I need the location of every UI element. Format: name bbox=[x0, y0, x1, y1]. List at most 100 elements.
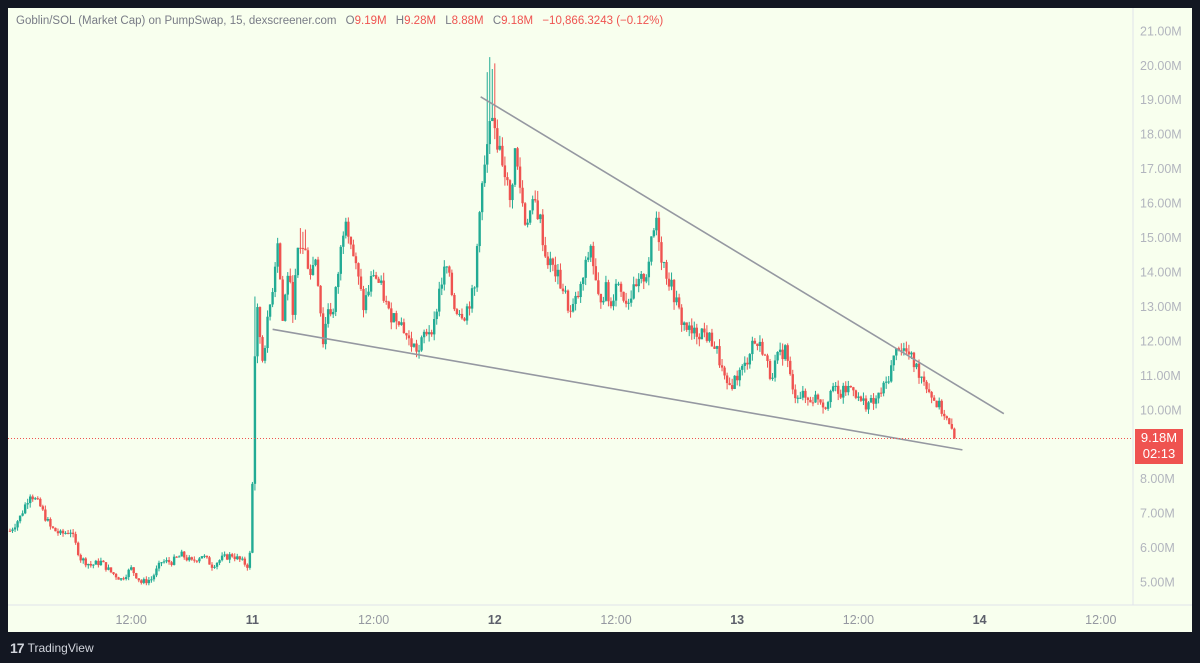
y-tick-label: 12.00M bbox=[1140, 334, 1182, 348]
candle-body bbox=[210, 564, 214, 568]
candle-body bbox=[607, 282, 610, 302]
candle-body bbox=[92, 564, 95, 566]
candle-body bbox=[316, 259, 320, 286]
candle-body bbox=[508, 180, 512, 201]
y-tick-label: 19.00M bbox=[1140, 93, 1182, 107]
candle-body bbox=[811, 402, 815, 404]
candle-body bbox=[809, 399, 812, 403]
candle-body bbox=[733, 375, 736, 389]
candle-body bbox=[930, 391, 933, 398]
candle-body bbox=[390, 308, 393, 323]
candle-body bbox=[400, 322, 403, 325]
candle-body bbox=[142, 579, 146, 583]
candle-body bbox=[887, 381, 890, 383]
candle-body bbox=[183, 551, 186, 558]
footer[interactable]: 17 TradingView bbox=[10, 640, 94, 656]
candle-body bbox=[410, 338, 413, 347]
candle-body bbox=[286, 275, 289, 295]
candle-body bbox=[859, 396, 863, 401]
candle-body bbox=[826, 402, 830, 409]
candle-body bbox=[127, 569, 130, 578]
low-value: 8.88M bbox=[451, 15, 484, 27]
candle-body bbox=[672, 279, 676, 303]
candle-body bbox=[220, 555, 224, 561]
y-tick-label: 10.00M bbox=[1140, 403, 1182, 417]
high-value: 9.28M bbox=[404, 15, 437, 27]
candle-body bbox=[326, 309, 330, 324]
candle-body bbox=[150, 579, 153, 581]
price-axis[interactable]: 5.00M6.00M7.00M8.00M9.00M10.00M11.00M12.… bbox=[1140, 24, 1182, 589]
candle-body bbox=[49, 518, 52, 527]
candle-body bbox=[342, 235, 345, 247]
candle-body bbox=[869, 397, 873, 403]
candle-body bbox=[902, 348, 906, 351]
candle-body bbox=[741, 365, 744, 370]
candle-body bbox=[291, 281, 294, 315]
candle-body bbox=[917, 363, 921, 378]
candle-body bbox=[225, 554, 229, 560]
candle-body bbox=[387, 301, 390, 309]
candle-body bbox=[867, 402, 870, 410]
trendline[interactable] bbox=[272, 328, 963, 451]
candle-body bbox=[761, 341, 764, 355]
candle-body bbox=[523, 203, 527, 225]
candle-body bbox=[314, 259, 317, 266]
candle-body bbox=[213, 566, 216, 568]
candle-body bbox=[645, 277, 648, 282]
y-tick-label: 11.00M bbox=[1140, 369, 1181, 383]
candle-body bbox=[925, 381, 928, 390]
trendline[interactable] bbox=[480, 96, 1005, 415]
candle-body bbox=[602, 300, 605, 303]
candle-body bbox=[362, 289, 365, 311]
candle-body bbox=[190, 557, 193, 560]
candle-body bbox=[528, 210, 532, 223]
candle-body bbox=[41, 506, 45, 510]
candle-body bbox=[248, 552, 252, 568]
trendlines[interactable] bbox=[272, 96, 1005, 451]
candle-body bbox=[884, 381, 888, 383]
y-tick-label: 16.00M bbox=[1140, 197, 1182, 211]
candle-body bbox=[337, 273, 340, 288]
candle-body bbox=[483, 164, 486, 184]
candle-body bbox=[263, 348, 267, 361]
candle-body bbox=[147, 579, 151, 584]
candle-body bbox=[241, 558, 244, 560]
candle-body bbox=[874, 398, 878, 404]
y-tick-label: 7.00M bbox=[1140, 507, 1175, 521]
candle-body bbox=[109, 567, 113, 573]
candle-body bbox=[253, 356, 257, 484]
candle-body bbox=[503, 165, 507, 178]
candle-body bbox=[718, 346, 721, 366]
candle-body bbox=[725, 375, 729, 384]
candle-body bbox=[309, 268, 312, 275]
last-price-value: 9.18M bbox=[1140, 430, 1178, 445]
candle-body bbox=[682, 322, 686, 325]
x-tick-label: 13 bbox=[730, 613, 744, 627]
candle-body bbox=[349, 236, 353, 245]
candle-body bbox=[415, 343, 418, 352]
candle-body bbox=[713, 346, 716, 349]
candle-body bbox=[162, 561, 166, 563]
x-tick-label: 12:00 bbox=[1085, 613, 1116, 627]
candle-body bbox=[614, 283, 618, 301]
chart-frame bbox=[8, 8, 1192, 632]
candle-body bbox=[475, 246, 479, 288]
candle-body bbox=[435, 311, 438, 320]
candle-body bbox=[256, 307, 259, 357]
candle-body bbox=[837, 385, 840, 394]
candle-body bbox=[357, 263, 360, 277]
candle-body bbox=[407, 335, 411, 339]
candle-body bbox=[301, 247, 305, 249]
candle-body bbox=[895, 348, 898, 356]
candle-body bbox=[791, 374, 794, 390]
candle-body bbox=[455, 309, 459, 314]
candle-body bbox=[594, 266, 597, 281]
candle-body bbox=[306, 250, 310, 269]
candle-body bbox=[395, 313, 398, 322]
candle-body bbox=[443, 266, 446, 285]
candle-body bbox=[165, 560, 168, 562]
candle-body bbox=[698, 336, 701, 340]
candle-body bbox=[695, 327, 698, 337]
time-axis[interactable]: 12:00 11 12:00 12 12:00 13 12:00 14 12:00 bbox=[116, 613, 1117, 627]
